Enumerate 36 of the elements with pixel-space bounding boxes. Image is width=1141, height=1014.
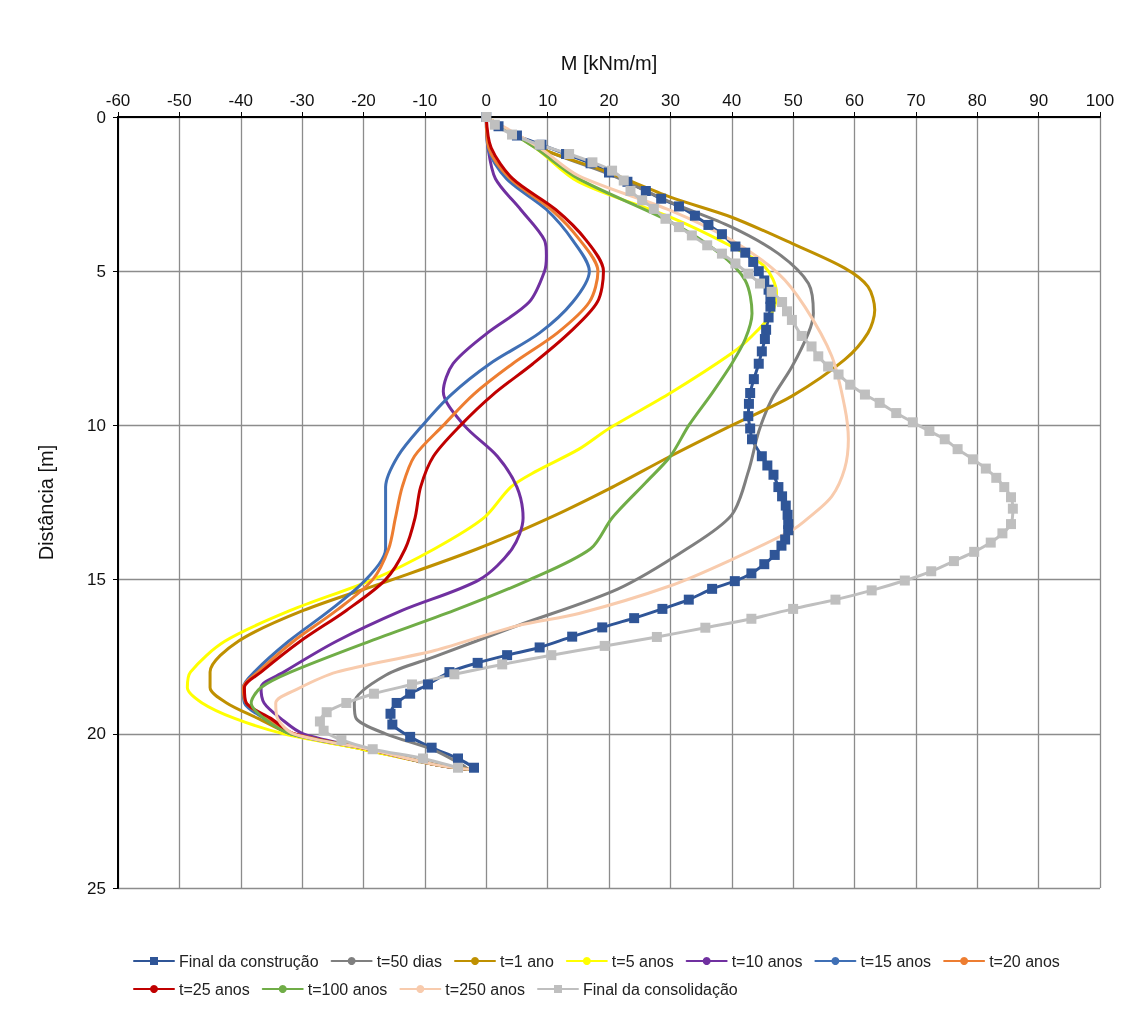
y-tick-label: 25 (87, 878, 106, 898)
x-tick-label: -20 (351, 91, 376, 110)
x-tick-label: 100 (1085, 91, 1115, 110)
legend-label: t=100 anos (307, 980, 388, 998)
x-tick-label: 80 (967, 91, 987, 110)
x-tick-label: -40 (228, 91, 254, 110)
x-tick-label: 40 (722, 91, 742, 110)
y-tick-label: 15 (87, 570, 106, 590)
y-tick-label: 0 (96, 107, 106, 127)
legend-label: t=250 anos (445, 980, 525, 998)
legend-label: t=50 dias (376, 952, 443, 970)
x-tick-label: -60 (105, 91, 131, 110)
y-tick-label: 20 (87, 724, 106, 744)
x-tick-label: 60 (845, 91, 864, 110)
legend-label: Final da construção (179, 952, 319, 970)
legend-label: t=10 anos (731, 952, 803, 970)
x-tick-label: 30 (660, 91, 680, 110)
x-tick-label: 0 (481, 91, 491, 110)
x-tick-label: -10 (412, 91, 438, 110)
legend-label: t=15 anos (860, 952, 932, 970)
x-tick-label: -50 (167, 91, 192, 110)
legend-label: t=20 anos (989, 952, 1060, 970)
x-tick-label: 20 (599, 91, 619, 110)
x-tick-label: 90 (1029, 91, 1049, 110)
legend-label: t=1 ano (500, 952, 554, 970)
x-tick-label: 70 (906, 91, 926, 110)
x-tick-label: -30 (289, 91, 315, 110)
y-tick-label: 5 (96, 261, 106, 281)
legend-label: Final da consolidação (582, 980, 738, 998)
x-tick-label: 50 (783, 91, 803, 110)
legend-label: t=25 anos (179, 980, 250, 998)
x-tick-label: 10 (538, 91, 558, 110)
y-tick-label: 10 (87, 415, 106, 435)
y-axis-title: Distância [m] (35, 444, 57, 561)
legend-label: t=5 anos (611, 952, 674, 970)
x-axis-title: M [kNm/m] (560, 52, 658, 74)
